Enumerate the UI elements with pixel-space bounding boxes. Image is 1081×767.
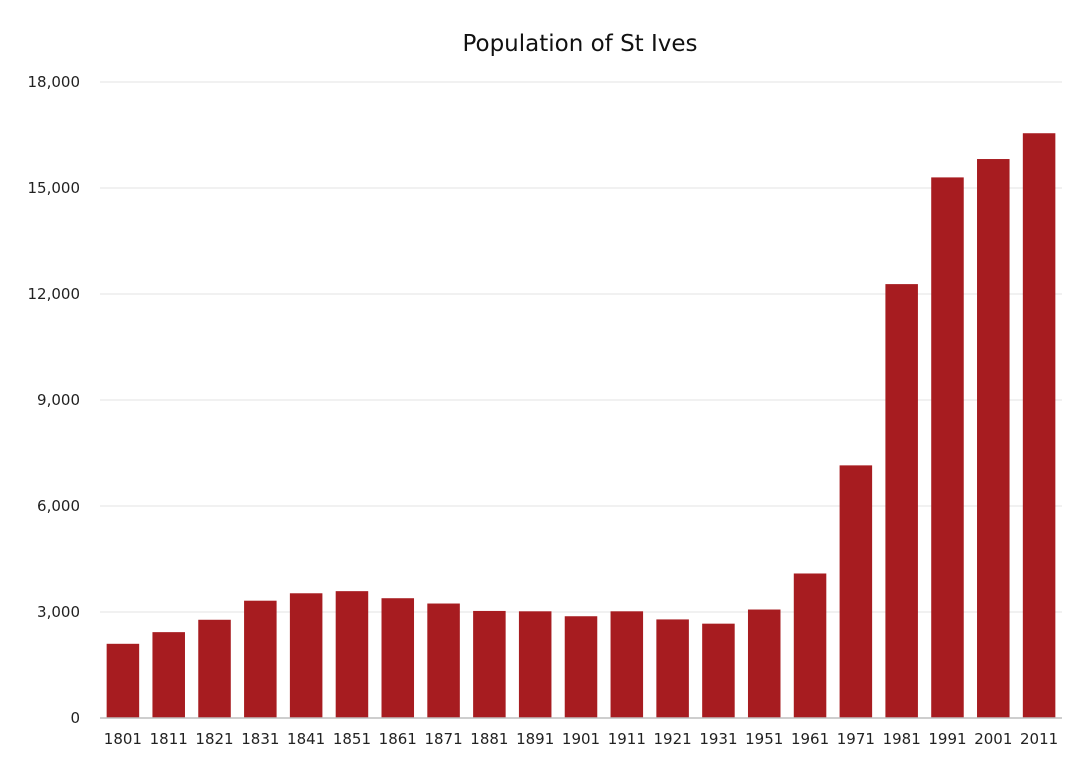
bar-2011 xyxy=(1022,133,1056,718)
x-tick-label: 1841 xyxy=(287,730,325,748)
y-tick-label: 3,000 xyxy=(37,603,80,621)
x-axis-tick-labels: 1801 1811 1821 1831 1841 1851 1861 1871 1881 1891… xyxy=(104,730,1058,748)
x-tick-label: 1811 xyxy=(150,730,188,748)
bar-1951 xyxy=(747,609,781,718)
x-tick-label: 1851 xyxy=(333,730,371,748)
y-tick-label: 9,000 xyxy=(37,391,80,409)
chart-title: Population of St Ives xyxy=(462,31,697,57)
bar-1971 xyxy=(839,465,873,718)
x-tick-label: 1921 xyxy=(654,730,692,748)
x-tick-label: 1831 xyxy=(241,730,279,748)
x-tick-label: 1911 xyxy=(608,730,646,748)
bar-1871 xyxy=(427,603,460,718)
bar-1861 xyxy=(381,598,415,718)
bar-1991 xyxy=(931,177,964,718)
x-tick-label: 1871 xyxy=(424,730,462,748)
bar-1881 xyxy=(473,610,506,718)
x-tick-label: 1991 xyxy=(928,730,966,748)
bar-1801 xyxy=(106,643,140,718)
x-tick-label: 1861 xyxy=(379,730,417,748)
bar-2001 xyxy=(977,159,1010,718)
bar-1931 xyxy=(702,623,735,718)
bar-1911 xyxy=(610,611,644,718)
bar-1921 xyxy=(656,619,689,718)
x-tick-label: 1981 xyxy=(883,730,921,748)
bar-1821 xyxy=(198,619,231,718)
x-tick-label: 2001 xyxy=(974,730,1012,748)
x-tick-label: 1901 xyxy=(562,730,600,748)
y-axis-tick-labels: 0 3,000 6,000 9,000 12,000 15,000 18,000 xyxy=(28,73,81,727)
bar-1901 xyxy=(564,616,598,718)
x-tick-label: 1801 xyxy=(104,730,142,748)
x-tick-label: 2011 xyxy=(1020,730,1058,748)
x-tick-label: 1961 xyxy=(791,730,829,748)
bar-1891 xyxy=(518,611,552,718)
y-tick-label: 6,000 xyxy=(37,497,80,515)
x-tick-label: 1821 xyxy=(195,730,233,748)
bar-1851 xyxy=(335,591,369,718)
y-tick-label: 0 xyxy=(70,709,80,727)
bar-1831 xyxy=(244,600,277,718)
bar-1961 xyxy=(793,573,827,718)
y-tick-label: 15,000 xyxy=(28,179,81,197)
bars xyxy=(106,133,1056,718)
x-tick-label: 1931 xyxy=(699,730,737,748)
y-tick-label: 12,000 xyxy=(28,285,81,303)
bar-1811 xyxy=(152,632,185,718)
x-tick-label: 1971 xyxy=(837,730,875,748)
x-tick-label: 1891 xyxy=(516,730,554,748)
bar-1841 xyxy=(289,593,323,718)
x-tick-label: 1951 xyxy=(745,730,783,748)
x-tick-label: 1881 xyxy=(470,730,508,748)
y-tick-label: 18,000 xyxy=(28,73,81,91)
bar-1981 xyxy=(885,284,918,718)
